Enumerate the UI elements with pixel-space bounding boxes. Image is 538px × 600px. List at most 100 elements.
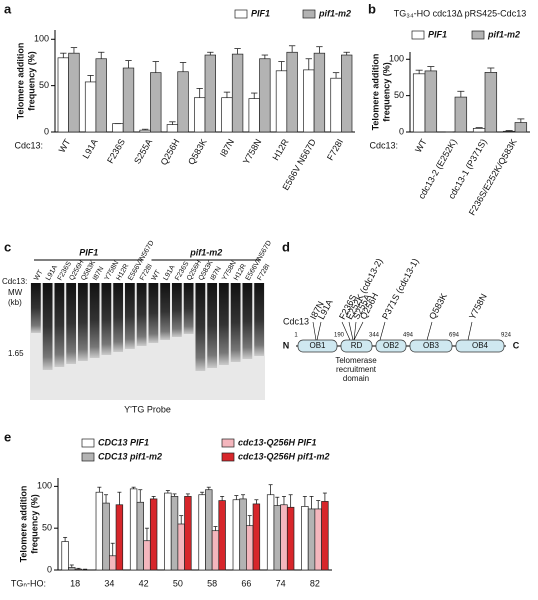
y-axis-label: frequency (%) <box>29 494 39 554</box>
x-tick-label: L91A <box>81 137 100 160</box>
legend-label: cdc13-Q256H PIF1 <box>238 437 317 447</box>
x-tick-label: 50 <box>173 578 183 588</box>
lane-label: WT <box>151 268 163 282</box>
mutation-leader <box>426 321 433 341</box>
y-axis-label: Telomere addition <box>15 43 25 120</box>
bar <box>321 501 329 571</box>
gel-lane <box>89 283 100 358</box>
x-tick-label: Q256H <box>159 137 182 167</box>
domain-label: RD <box>351 341 363 350</box>
bar <box>424 70 438 133</box>
category-prefix: Cdc13: <box>369 140 398 150</box>
legend-swatch <box>411 30 425 40</box>
mutation-leader <box>379 321 386 341</box>
domain-caption: domain <box>343 374 369 383</box>
mutation-leader <box>341 321 351 341</box>
bar <box>314 508 322 571</box>
y-tick-label: 50 <box>39 80 49 90</box>
x-tick-label: 58 <box>207 578 217 588</box>
gel-lane <box>78 283 88 361</box>
category-prefix: Cdc13: <box>14 140 43 150</box>
bar <box>211 530 220 571</box>
bar <box>198 494 206 571</box>
bar <box>139 129 151 133</box>
legend-label: pif1-m2 <box>487 29 520 39</box>
domain <box>455 339 505 353</box>
bar <box>303 69 315 133</box>
bar <box>205 489 213 571</box>
bar <box>286 506 295 571</box>
bar <box>149 498 158 571</box>
gel-lane <box>113 283 123 352</box>
position-label: 494 <box>403 333 414 339</box>
y-tick-label: 50 <box>394 90 404 100</box>
x-tick-label: I87N <box>218 137 236 158</box>
bar <box>252 503 261 571</box>
gel-lane <box>31 283 41 333</box>
x-tick-label: 82 <box>310 578 320 588</box>
position-label: 694 <box>449 333 460 339</box>
legend-swatch <box>81 452 95 462</box>
legend-swatch <box>221 438 235 448</box>
probe-label: Y'TG Probe <box>124 404 171 414</box>
bar <box>280 504 288 571</box>
y-axis-label: Telomere addition <box>370 54 380 131</box>
x-tick-label: H12R <box>270 137 290 162</box>
mutation-leader <box>348 321 354 341</box>
legend-label: PIF1 <box>251 8 270 18</box>
panel-label: c <box>4 239 11 254</box>
panel-label: e <box>4 429 11 444</box>
gel-background <box>30 283 265 400</box>
legend-label: PIF1 <box>428 29 447 39</box>
n-terminus: N <box>283 340 290 350</box>
y-tick-label: 0 <box>399 126 404 136</box>
gel-lane <box>136 283 147 346</box>
gel-lane <box>101 283 112 355</box>
gel-lane <box>54 283 65 367</box>
bar <box>143 540 151 571</box>
y-axis-label: Telomere addition <box>18 486 28 563</box>
mutation-label: P371S (cdc13-1) <box>380 257 421 321</box>
x-tick-label: Q583K <box>186 137 209 166</box>
gel-lane <box>66 283 76 364</box>
domain <box>409 339 453 353</box>
group-label: PIF1 <box>79 247 98 257</box>
bar <box>136 501 144 571</box>
bar <box>266 494 275 571</box>
bar <box>514 122 528 133</box>
bar <box>170 496 179 571</box>
group-label: pif1-m2 <box>189 247 222 257</box>
bar <box>204 54 216 133</box>
chart-title: TG₃₄-HO cdc13Δ pRS425-Cdc13 <box>394 8 526 18</box>
bar <box>68 52 80 133</box>
legend-swatch <box>471 30 485 40</box>
bar <box>74 568 83 571</box>
y-tick-label: 0 <box>47 564 52 574</box>
legend-swatch <box>234 9 248 19</box>
x-tick-label: 66 <box>241 578 251 588</box>
marker-label: 1.65 <box>8 349 24 358</box>
bar <box>273 505 281 571</box>
bar <box>232 499 241 571</box>
bar <box>248 98 260 133</box>
bar <box>95 491 104 571</box>
x-tick-label: F728I <box>325 137 345 162</box>
domain <box>375 339 407 353</box>
x-tick-label: F236S <box>105 137 127 165</box>
gel-lane <box>172 283 182 337</box>
mutation-leader <box>353 321 357 341</box>
y-tick-label: 100 <box>37 481 52 491</box>
bar <box>194 97 206 133</box>
bar <box>115 504 124 571</box>
bar <box>301 506 309 571</box>
panel-label: a <box>4 1 12 16</box>
mutation-leader <box>312 321 317 341</box>
mutation-leader <box>316 321 322 341</box>
y-axis-label: frequency (%) <box>26 51 36 111</box>
gel-lane <box>219 283 229 365</box>
mutation-label: Q583K <box>427 292 449 321</box>
legend-label: cdc13-Q256H pif1-m2 <box>238 451 330 461</box>
y-tick-label: 100 <box>389 54 404 64</box>
x-tick-label: 42 <box>139 578 149 588</box>
